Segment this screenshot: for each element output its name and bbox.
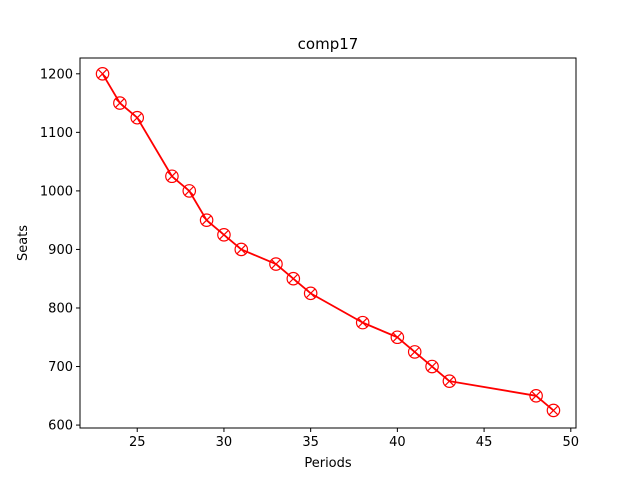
chart-title: comp17: [298, 35, 359, 53]
plot-area: [80, 58, 576, 428]
y-tick-label: 1200: [40, 67, 73, 82]
y-tick-label: 700: [48, 360, 73, 375]
y-tick-label: 900: [48, 243, 73, 258]
y-tick-label: 1100: [40, 126, 73, 141]
y-axis-label: Seats: [16, 225, 31, 261]
x-axis-label: Periods: [304, 456, 352, 471]
y-axis-ticks: 600 700 800 900 1000 1100 1200: [40, 67, 80, 433]
x-tick-label: 25: [129, 435, 146, 450]
x-tick-label: 45: [476, 435, 493, 450]
y-tick-label: 800: [48, 301, 73, 316]
x-tick-label: 40: [389, 435, 406, 450]
x-axis-ticks: 25 30 35 40 45 50: [129, 428, 579, 450]
x-tick-label: 35: [302, 435, 319, 450]
y-tick-label: 600: [48, 419, 73, 434]
y-tick-label: 1000: [40, 184, 73, 199]
x-tick-label: 30: [216, 435, 233, 450]
x-tick-label: 50: [563, 435, 580, 450]
